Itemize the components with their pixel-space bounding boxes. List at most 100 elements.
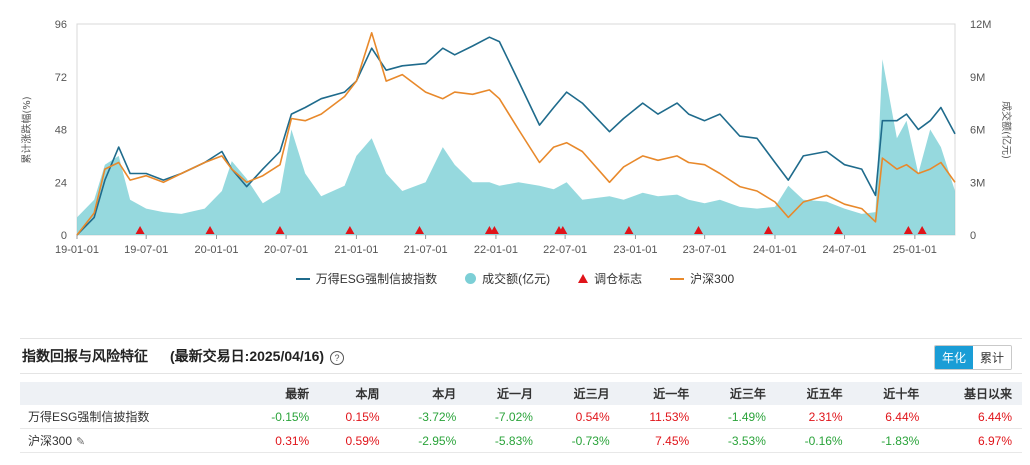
x-tick-label: 21-01-01	[334, 244, 378, 256]
table-cell: -3.53%	[699, 428, 776, 453]
x-tick-label: 24-07-01	[823, 244, 867, 256]
legend-item-volume[interactable]: 成交额(亿元)	[465, 270, 550, 287]
y-left-tick-label: 72	[55, 72, 67, 84]
column-header: 近一年	[619, 382, 700, 405]
table-cell: -0.15%	[242, 405, 320, 429]
table-cell: -0.16%	[775, 428, 853, 453]
rebalance-marker	[694, 226, 704, 234]
y-left-tick-label: 24	[55, 177, 67, 189]
x-tick-label: 23-01-01	[613, 244, 657, 256]
table-cell: 0.15%	[319, 405, 390, 429]
table-cell: 11.53%	[619, 405, 700, 429]
table-cell: 0.59%	[319, 428, 390, 453]
rebalance-marker	[903, 226, 913, 234]
row-name: 万得ESG强制信披指数	[20, 405, 243, 429]
rebalance-marker	[763, 226, 773, 234]
toggle-cumulative[interactable]: 累计	[972, 346, 1011, 369]
column-header: 近三年	[699, 382, 776, 405]
pencil-icon[interactable]: ✎	[76, 436, 86, 448]
x-tick-label: 21-07-01	[404, 244, 448, 256]
returns-table: 最新 本周 本月 近一月 近三月 近一年 近三年 近五年 近十年 基日以来 万得…	[20, 382, 1022, 453]
y-right-tick-label: 0	[970, 230, 976, 242]
rebalance-marker	[205, 226, 215, 234]
legend-line-swatch	[295, 277, 310, 280]
legend-item-esg-index[interactable]: 万得ESG强制信披指数	[295, 270, 438, 287]
table-cell: 2.31%	[775, 405, 853, 429]
esg-index-line	[76, 36, 956, 236]
y-left-tick-label: 0	[61, 230, 67, 242]
rebalance-marker	[917, 226, 927, 234]
latest-trading-date: (最新交易日:2025/04/16)?	[170, 346, 345, 366]
rebalance-marker	[414, 226, 424, 234]
table-cell: 6.44%	[852, 405, 930, 429]
column-header: 最新	[242, 382, 320, 405]
rebalance-marker	[275, 226, 285, 234]
legend-item-csi300[interactable]: 沪深300	[670, 270, 734, 287]
column-header: 近一月	[466, 382, 543, 405]
volume-area	[77, 59, 955, 236]
row-name: 沪深300 ✎	[20, 428, 243, 453]
table-cell: -1.49%	[699, 405, 776, 429]
panel-title: 指数回报与风险特征	[22, 348, 148, 364]
legend-label: 调仓标志	[594, 272, 643, 286]
help-icon[interactable]: ?	[330, 351, 345, 365]
x-tick-label: 20-01-01	[194, 244, 238, 256]
table-cell: 0.54%	[542, 405, 620, 429]
column-header: 本周	[319, 382, 390, 405]
y-right-tick-label: 6M	[970, 125, 985, 137]
csi300-line	[76, 31, 956, 236]
rebalance-marker	[833, 226, 843, 234]
column-header: 基日以来	[929, 382, 1022, 405]
table-cell: -2.95%	[389, 428, 467, 453]
x-tick-label: 20-07-01	[264, 244, 308, 256]
table-cell: -5.83%	[466, 428, 543, 453]
y-right-tick-label: 9M	[970, 72, 985, 84]
row-name-text: 沪深300	[28, 434, 73, 448]
table-cell: -7.02%	[466, 405, 543, 429]
triangle-icon	[578, 274, 589, 283]
rebalance-marker	[489, 226, 499, 234]
table-cell: 0.31%	[242, 428, 320, 453]
x-tick-label: 25-01-01	[893, 244, 937, 256]
x-tick-label: 22-07-01	[543, 244, 587, 256]
legend-label: 万得ESG强制信披指数	[315, 272, 438, 286]
y-left-tick-label: 96	[55, 19, 67, 31]
rebalance-marker	[345, 226, 355, 234]
table-header-row: 最新 本周 本月 近一月 近三月 近一年 近三年 近五年 近十年 基日以来	[20, 382, 1022, 405]
table-cell: -3.72%	[389, 405, 467, 429]
x-tick-label: 23-07-01	[683, 244, 727, 256]
row-name-text: 万得ESG强制信披指数	[28, 410, 150, 424]
table-cell: -0.73%	[542, 428, 620, 453]
column-header	[20, 382, 243, 405]
rebalance-marker	[558, 226, 568, 234]
panel-header: 指数回报与风险特征 (最新交易日:2025/04/16)? 年化 累计	[20, 338, 1022, 374]
y-left-axis-title: 累计涨跌幅(%)	[20, 96, 33, 163]
y-right-tick-label: 3M	[970, 177, 985, 189]
table-cell: 7.45%	[619, 428, 700, 453]
legend-label: 沪深300	[690, 272, 735, 286]
returns-panel: 指数回报与风险特征 (最新交易日:2025/04/16)? 年化 累计 最新 本…	[20, 338, 1022, 458]
column-header: 近三月	[542, 382, 620, 405]
y-right-tick-label: 12M	[970, 19, 991, 31]
table-row: 万得ESG强制信披指数 -0.15% 0.15% -3.72% -7.02% 0.54% 1…	[20, 405, 1022, 429]
table-row: 沪深300 ✎ 0.31% 0.59% -2.95% -5.83% -0.73% 7.45% -…	[20, 428, 1022, 453]
legend-line-swatch	[670, 277, 685, 280]
table-cell: 6.44%	[929, 405, 1022, 429]
legend-item-rebalance[interactable]: 调仓标志	[578, 270, 642, 287]
toggle-annualized[interactable]: 年化	[934, 346, 973, 369]
x-tick-label: 19-01-01	[55, 244, 99, 256]
x-tick-label: 24-01-01	[753, 244, 797, 256]
x-tick-label: 19-07-01	[124, 244, 168, 256]
y-left-tick-label: 48	[55, 125, 67, 137]
table-cell: 6.97%	[929, 428, 1022, 453]
performance-chart: 0 24 48 72 96 0 3M 6M 9M 12M 19-01-01 19-07-01 20-01…	[20, 19, 1013, 256]
chart-legend: 万得ESG强制信披指数 成交额(亿元) 调仓标志 沪深300	[0, 270, 1030, 287]
y-right-axis-title: 成交额(亿元)	[1000, 101, 1013, 159]
rebalance-marker	[135, 226, 145, 234]
rebalance-marker	[624, 226, 634, 234]
column-header: 本月	[389, 382, 467, 405]
legend-label: 成交额(亿元)	[482, 272, 551, 286]
annualized-toggle: 年化 累计	[933, 345, 1012, 370]
latest-trading-date-text: (最新交易日:2025/04/16)	[170, 348, 325, 364]
column-header: 近十年	[852, 382, 930, 405]
